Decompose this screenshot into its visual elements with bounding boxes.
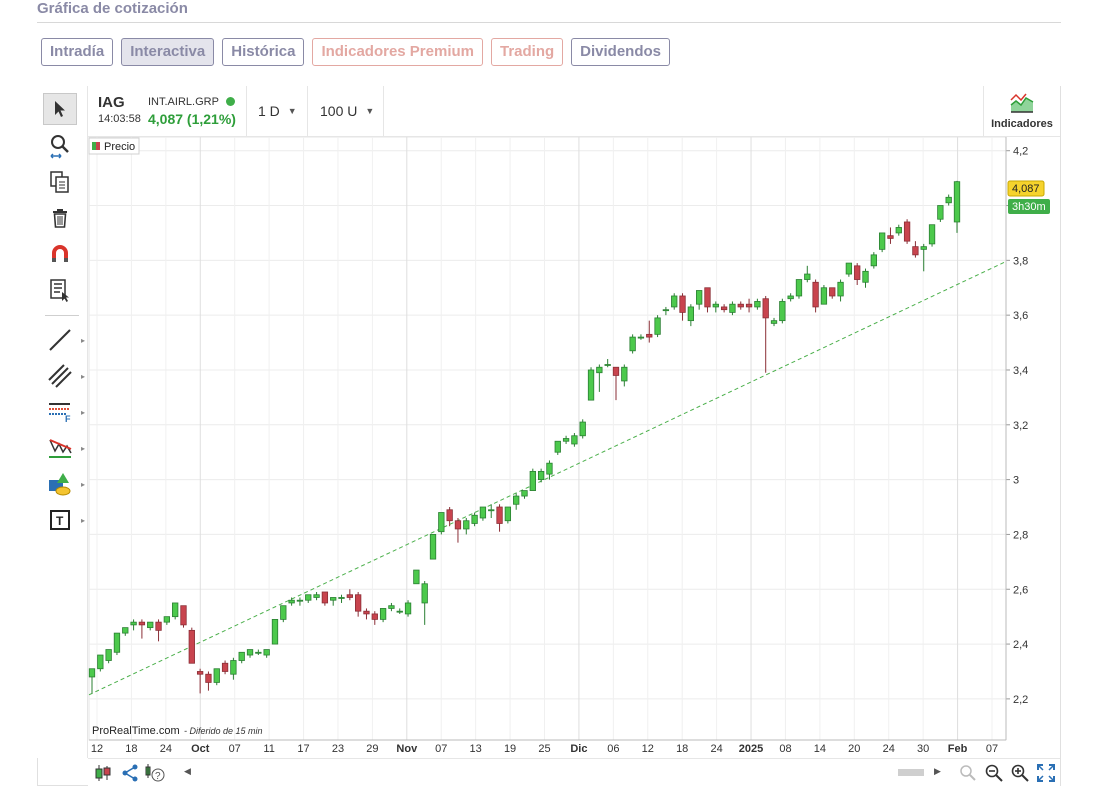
- channel-tool[interactable]: [43, 360, 77, 392]
- zoom-out-icon[interactable]: [984, 763, 1004, 783]
- tab-intradia[interactable]: Intradía: [41, 38, 114, 66]
- pointer-tool[interactable]: [43, 93, 77, 125]
- indicators-label: Indicadores: [991, 118, 1053, 130]
- delete-tool[interactable]: [43, 202, 77, 234]
- fullscreen-icon[interactable]: [1036, 763, 1056, 783]
- tab-dividendos[interactable]: Dividendos: [571, 38, 671, 66]
- trendline-icon: [49, 329, 71, 351]
- cursor-arrow-icon: [55, 101, 65, 117]
- properties-tool[interactable]: [43, 274, 77, 306]
- scroll-left-icon[interactable]: ◀: [184, 766, 191, 776]
- svg-text:F: F: [65, 414, 71, 423]
- submenu-arrow-icon[interactable]: ▸: [81, 372, 86, 381]
- symbol-ticker: IAG: [98, 94, 125, 111]
- last-price: 4,087 (1,21%): [148, 111, 236, 127]
- indicators-chart-icon: [1010, 93, 1034, 113]
- magnifier-zoom-icon: [50, 135, 69, 159]
- text-box-icon: T: [50, 510, 70, 530]
- trash-icon: [53, 209, 67, 228]
- pattern-tool[interactable]: [43, 432, 77, 464]
- fibonacci-icon: F: [49, 403, 71, 423]
- text-tool[interactable]: T: [43, 504, 77, 536]
- chevron-down-icon: ▼: [287, 106, 297, 116]
- tab-indicadores-premium[interactable]: Indicadores Premium: [312, 38, 483, 66]
- tab-trading[interactable]: Trading: [491, 38, 564, 66]
- chart-tabs: Intradía Interactiva Histórica Indicador…: [41, 38, 671, 66]
- symbol-info[interactable]: IAG 14:03:58 INT.AIRL.GRP 4,087 (1,21%): [88, 86, 247, 136]
- share-icon[interactable]: [121, 764, 139, 782]
- scrollbar-thumb[interactable]: [898, 769, 924, 776]
- line-tool[interactable]: [43, 324, 77, 356]
- scroll-right-icon[interactable]: ▶: [934, 766, 941, 776]
- svg-text:T: T: [56, 514, 64, 528]
- toolbar-separator: [45, 315, 79, 316]
- chevron-down-icon: ▼: [365, 106, 375, 116]
- chart-header: IAG 14:03:58 INT.AIRL.GRP 4,087 (1,21%) …: [88, 86, 1060, 137]
- chart-bottom-bar: ? ◀ ▶: [88, 758, 1060, 787]
- drawing-toolbar: ▸ ▸ F ▸ ▸ ▸ T ▸: [37, 86, 88, 758]
- units-select[interactable]: 100 U ▼: [308, 86, 384, 136]
- zoom-in-icon[interactable]: [1010, 763, 1030, 783]
- indicators-button[interactable]: Indicadores: [983, 86, 1060, 136]
- shapes-icon: [49, 473, 71, 496]
- shapes-tool[interactable]: [43, 468, 77, 500]
- copy-tool[interactable]: [43, 166, 77, 198]
- magnet-tool[interactable]: [43, 238, 77, 270]
- parallel-lines-icon: [48, 364, 72, 388]
- page-title: Gráfica de cotización: [37, 0, 188, 17]
- quote-time: 14:03:58: [98, 113, 141, 125]
- tab-interactiva[interactable]: Interactiva: [121, 38, 215, 66]
- svg-text:?: ?: [155, 771, 161, 782]
- period-select[interactable]: 1 D ▼: [246, 86, 308, 136]
- fibonacci-tool[interactable]: F: [43, 396, 77, 428]
- title-divider: [37, 22, 1061, 23]
- zoom-tool[interactable]: [43, 130, 77, 162]
- pattern-zigzag-icon: [49, 439, 72, 458]
- properties-list-icon: [50, 279, 69, 302]
- help-icon[interactable]: ?: [144, 763, 166, 783]
- zoom-reset-icon[interactable]: [958, 763, 978, 783]
- market-open-status-icon: [226, 97, 235, 106]
- period-value: 1 D: [258, 103, 280, 119]
- magnet-icon: [52, 245, 68, 262]
- candle-style-icon[interactable]: [94, 764, 112, 782]
- submenu-arrow-icon[interactable]: ▸: [81, 480, 86, 489]
- tab-historica[interactable]: Histórica: [222, 38, 305, 66]
- copy-document-icon: [50, 171, 69, 193]
- submenu-arrow-icon[interactable]: ▸: [81, 408, 86, 417]
- chart-frame: [37, 86, 1061, 786]
- submenu-arrow-icon[interactable]: ▸: [81, 444, 86, 453]
- units-value: 100 U: [320, 103, 358, 119]
- submenu-arrow-icon[interactable]: ▸: [81, 336, 86, 345]
- symbol-name: INT.AIRL.GRP: [148, 96, 219, 108]
- submenu-arrow-icon[interactable]: ▸: [81, 516, 86, 525]
